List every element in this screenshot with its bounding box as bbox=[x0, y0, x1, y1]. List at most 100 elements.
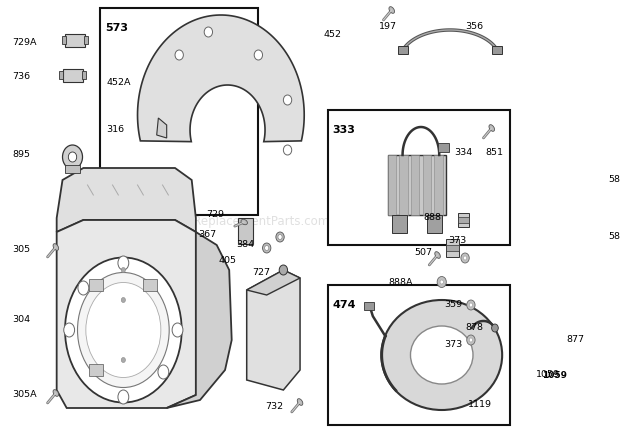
Bar bbox=[237, 218, 252, 244]
Bar bbox=[492, 46, 502, 54]
Text: 304: 304 bbox=[12, 315, 30, 324]
Bar bbox=[392, 215, 407, 233]
Text: 405: 405 bbox=[218, 256, 236, 265]
Polygon shape bbox=[56, 168, 196, 232]
Ellipse shape bbox=[78, 273, 169, 388]
Polygon shape bbox=[247, 270, 300, 295]
Ellipse shape bbox=[158, 365, 169, 379]
Circle shape bbox=[265, 246, 269, 250]
Bar bbox=[84, 36, 88, 44]
Text: 727: 727 bbox=[252, 268, 270, 277]
Bar bbox=[398, 46, 408, 54]
Ellipse shape bbox=[118, 390, 129, 404]
Bar bbox=[82, 71, 86, 79]
Text: 452A: 452A bbox=[107, 78, 131, 87]
Ellipse shape bbox=[172, 323, 183, 337]
Ellipse shape bbox=[381, 300, 502, 410]
Text: 877: 877 bbox=[567, 335, 585, 344]
Text: 197: 197 bbox=[379, 22, 397, 31]
Text: 373: 373 bbox=[445, 340, 463, 349]
Ellipse shape bbox=[297, 399, 303, 405]
Text: 729A: 729A bbox=[12, 38, 37, 47]
Text: 1059: 1059 bbox=[542, 371, 567, 380]
Text: 305A: 305A bbox=[12, 390, 37, 399]
Text: 895: 895 bbox=[12, 150, 30, 159]
Bar bbox=[438, 143, 450, 152]
Bar bbox=[399, 155, 407, 215]
Text: 888A: 888A bbox=[388, 278, 413, 287]
Bar bbox=[411, 155, 419, 215]
Text: 305: 305 bbox=[12, 245, 30, 254]
Circle shape bbox=[437, 276, 446, 287]
Circle shape bbox=[254, 50, 262, 60]
Bar bbox=[100, 8, 259, 215]
Circle shape bbox=[279, 265, 288, 275]
Ellipse shape bbox=[118, 256, 129, 270]
Circle shape bbox=[122, 267, 125, 273]
Bar bbox=[423, 155, 431, 215]
Ellipse shape bbox=[53, 243, 59, 250]
Ellipse shape bbox=[241, 219, 247, 225]
Text: 373: 373 bbox=[448, 236, 467, 245]
Circle shape bbox=[68, 152, 77, 162]
Circle shape bbox=[262, 243, 271, 253]
Polygon shape bbox=[56, 220, 196, 408]
Ellipse shape bbox=[65, 257, 182, 402]
Circle shape bbox=[283, 145, 292, 155]
Ellipse shape bbox=[389, 7, 394, 13]
Text: 1119: 1119 bbox=[468, 400, 492, 409]
Circle shape bbox=[63, 145, 82, 169]
Circle shape bbox=[175, 50, 184, 60]
Circle shape bbox=[463, 256, 467, 260]
Text: 589: 589 bbox=[608, 232, 620, 241]
Circle shape bbox=[467, 335, 475, 345]
Text: 588: 588 bbox=[608, 175, 620, 184]
Text: 384: 384 bbox=[236, 240, 254, 249]
Circle shape bbox=[461, 253, 469, 263]
Circle shape bbox=[283, 95, 292, 105]
Bar bbox=[143, 279, 157, 291]
Text: 878: 878 bbox=[465, 323, 483, 332]
Bar bbox=[89, 364, 102, 376]
Circle shape bbox=[469, 303, 472, 307]
Bar bbox=[63, 69, 82, 82]
Text: 851: 851 bbox=[485, 148, 503, 157]
Bar bbox=[446, 245, 459, 251]
Bar bbox=[89, 279, 102, 291]
Ellipse shape bbox=[410, 326, 473, 384]
Text: 356: 356 bbox=[465, 22, 483, 31]
Polygon shape bbox=[167, 232, 232, 408]
Text: 507: 507 bbox=[414, 248, 432, 257]
Ellipse shape bbox=[489, 125, 495, 132]
Bar bbox=[65, 165, 80, 173]
Text: 333: 333 bbox=[332, 125, 355, 135]
Bar bbox=[427, 215, 441, 233]
Text: 452: 452 bbox=[324, 30, 342, 39]
Bar bbox=[446, 239, 459, 257]
Bar bbox=[65, 34, 85, 47]
Bar bbox=[327, 285, 510, 425]
Circle shape bbox=[122, 297, 125, 302]
Text: eReplacementParts.com: eReplacementParts.com bbox=[187, 216, 330, 228]
Ellipse shape bbox=[435, 252, 440, 258]
Bar bbox=[538, 368, 620, 416]
Circle shape bbox=[440, 280, 443, 284]
Text: 732: 732 bbox=[265, 402, 283, 411]
Text: 359: 359 bbox=[445, 300, 463, 309]
Text: 736: 736 bbox=[12, 72, 30, 81]
Text: 474: 474 bbox=[332, 300, 356, 310]
Text: 334: 334 bbox=[454, 148, 472, 157]
Circle shape bbox=[492, 324, 498, 332]
Ellipse shape bbox=[86, 283, 161, 378]
Circle shape bbox=[278, 234, 282, 240]
Bar bbox=[388, 155, 446, 215]
Text: 1059: 1059 bbox=[536, 370, 560, 379]
Polygon shape bbox=[138, 15, 304, 141]
Bar bbox=[458, 213, 469, 227]
Text: 888: 888 bbox=[423, 213, 441, 222]
Ellipse shape bbox=[78, 281, 89, 295]
Circle shape bbox=[204, 27, 213, 37]
Text: 573: 573 bbox=[105, 23, 128, 33]
Bar bbox=[364, 302, 374, 310]
Bar bbox=[388, 155, 396, 215]
